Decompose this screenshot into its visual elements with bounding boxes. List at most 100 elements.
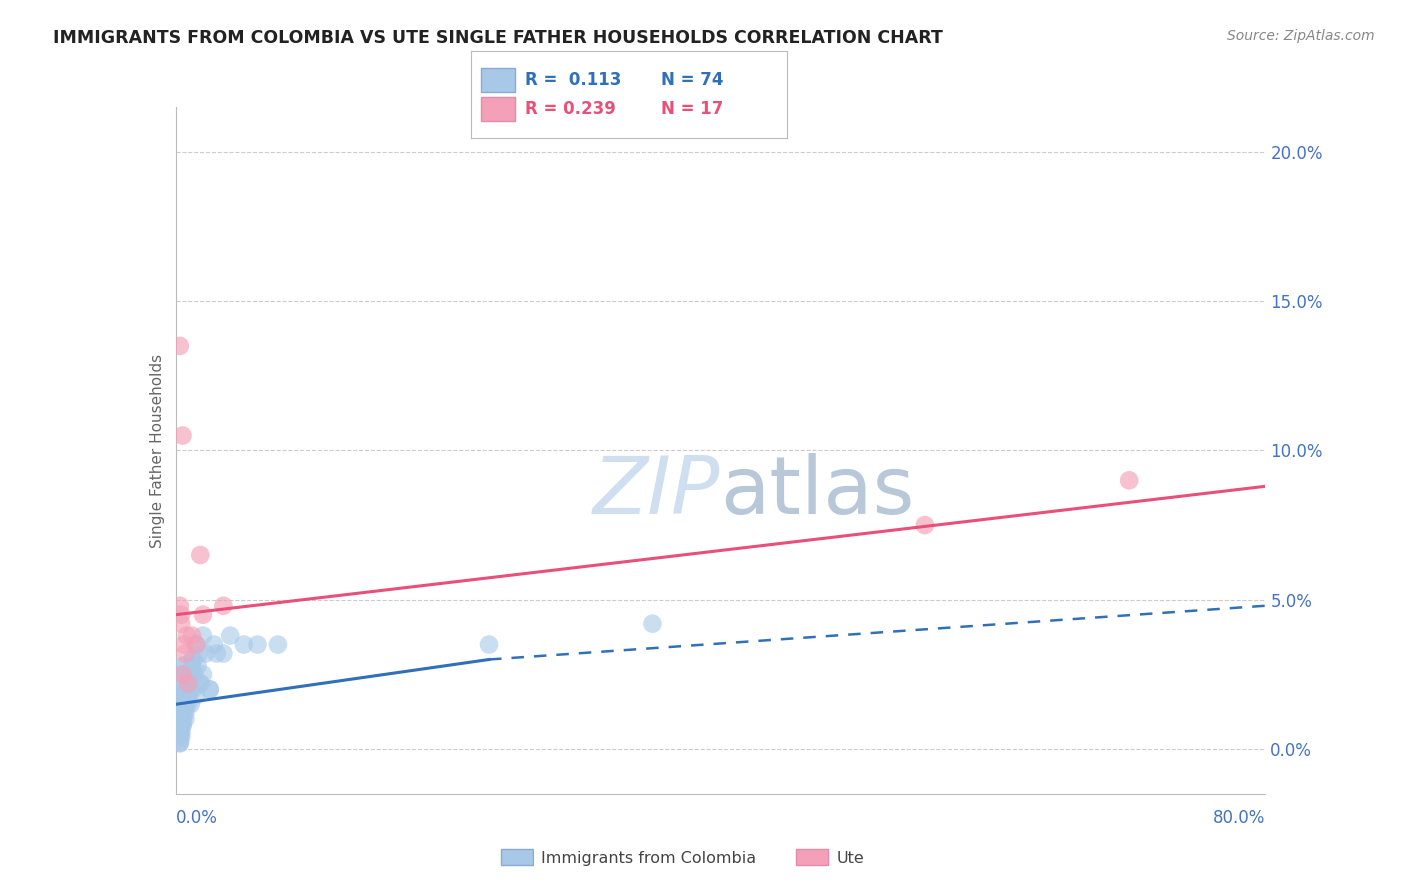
Point <box>174 698 197 712</box>
Point <box>187 647 209 661</box>
Point <box>177 698 200 712</box>
Point <box>186 689 208 703</box>
Point <box>191 607 214 622</box>
Text: R =  0.113: R = 0.113 <box>524 71 621 89</box>
Text: IMMIGRANTS FROM COLOMBIA VS UTE SINGLE FATHER HOUSEHOLDS CORRELATION CHART: IMMIGRANTS FROM COLOMBIA VS UTE SINGLE F… <box>53 29 943 46</box>
Point <box>173 698 195 712</box>
Point <box>173 689 195 703</box>
Point <box>232 638 254 652</box>
Point <box>172 667 194 681</box>
Point <box>174 712 197 726</box>
FancyBboxPatch shape <box>796 849 828 865</box>
Point <box>173 698 195 712</box>
Point <box>198 682 221 697</box>
Point <box>179 676 201 690</box>
Point <box>167 689 190 703</box>
Point <box>172 712 194 726</box>
Point <box>169 727 191 741</box>
Point <box>191 667 214 681</box>
Text: N = 17: N = 17 <box>661 100 723 118</box>
Point <box>174 682 197 697</box>
Point <box>267 638 290 652</box>
Point <box>186 638 208 652</box>
Y-axis label: Single Father Households: Single Father Households <box>149 353 165 548</box>
Point <box>181 629 204 643</box>
Point <box>212 599 235 613</box>
Text: N = 74: N = 74 <box>661 71 723 89</box>
Point <box>173 658 195 673</box>
Point <box>170 727 193 741</box>
Point <box>172 428 194 442</box>
Point <box>170 698 193 712</box>
Point <box>180 682 202 697</box>
Point <box>172 682 194 697</box>
Point <box>183 652 205 666</box>
Point <box>212 647 235 661</box>
Point <box>179 667 201 681</box>
Point <box>169 689 191 703</box>
Point <box>180 698 202 712</box>
Point <box>169 736 191 750</box>
Point <box>170 706 193 721</box>
FancyBboxPatch shape <box>501 849 533 865</box>
Point <box>174 698 197 712</box>
Point <box>205 647 228 661</box>
Point <box>914 518 936 533</box>
Point <box>169 718 191 732</box>
Point <box>188 548 211 562</box>
Point <box>180 667 202 681</box>
FancyBboxPatch shape <box>481 96 516 120</box>
Point <box>179 682 201 697</box>
Point <box>246 638 269 652</box>
Point <box>641 616 664 631</box>
Point <box>478 638 501 652</box>
Point <box>172 698 194 712</box>
Point <box>172 718 194 732</box>
Point <box>170 706 193 721</box>
Point <box>174 647 197 661</box>
Point <box>169 733 191 747</box>
Point <box>172 712 194 726</box>
Point <box>181 667 204 681</box>
Point <box>176 682 198 697</box>
Point <box>198 682 221 697</box>
Point <box>172 667 194 681</box>
Point <box>183 682 205 697</box>
Point <box>181 658 204 673</box>
Point <box>172 718 194 732</box>
Point <box>170 718 193 732</box>
Text: Source: ZipAtlas.com: Source: ZipAtlas.com <box>1227 29 1375 43</box>
Point <box>170 616 193 631</box>
Point <box>188 676 211 690</box>
Point <box>169 599 191 613</box>
Text: 80.0%: 80.0% <box>1213 809 1265 827</box>
Point <box>1118 473 1140 487</box>
Point <box>177 689 200 703</box>
Point <box>188 676 211 690</box>
Point <box>167 712 190 726</box>
Point <box>173 638 195 652</box>
Point <box>170 730 193 744</box>
Point <box>177 676 200 690</box>
Text: 0.0%: 0.0% <box>176 809 218 827</box>
Text: atlas: atlas <box>721 452 915 531</box>
Point <box>184 667 207 681</box>
Text: Immigrants from Colombia: Immigrants from Colombia <box>541 851 756 865</box>
Point <box>191 629 214 643</box>
Point <box>177 682 200 697</box>
Point <box>202 638 225 652</box>
Point <box>170 607 193 622</box>
Point <box>176 629 198 643</box>
Point <box>181 652 204 666</box>
Point <box>219 629 242 643</box>
Point <box>179 676 201 690</box>
Point <box>176 667 198 681</box>
Point <box>194 647 217 661</box>
Point <box>176 689 198 703</box>
Point <box>174 706 197 721</box>
Point <box>186 638 208 652</box>
FancyBboxPatch shape <box>481 69 516 93</box>
Text: ZIP: ZIP <box>593 452 721 531</box>
Point <box>173 706 195 721</box>
Point <box>169 736 191 750</box>
